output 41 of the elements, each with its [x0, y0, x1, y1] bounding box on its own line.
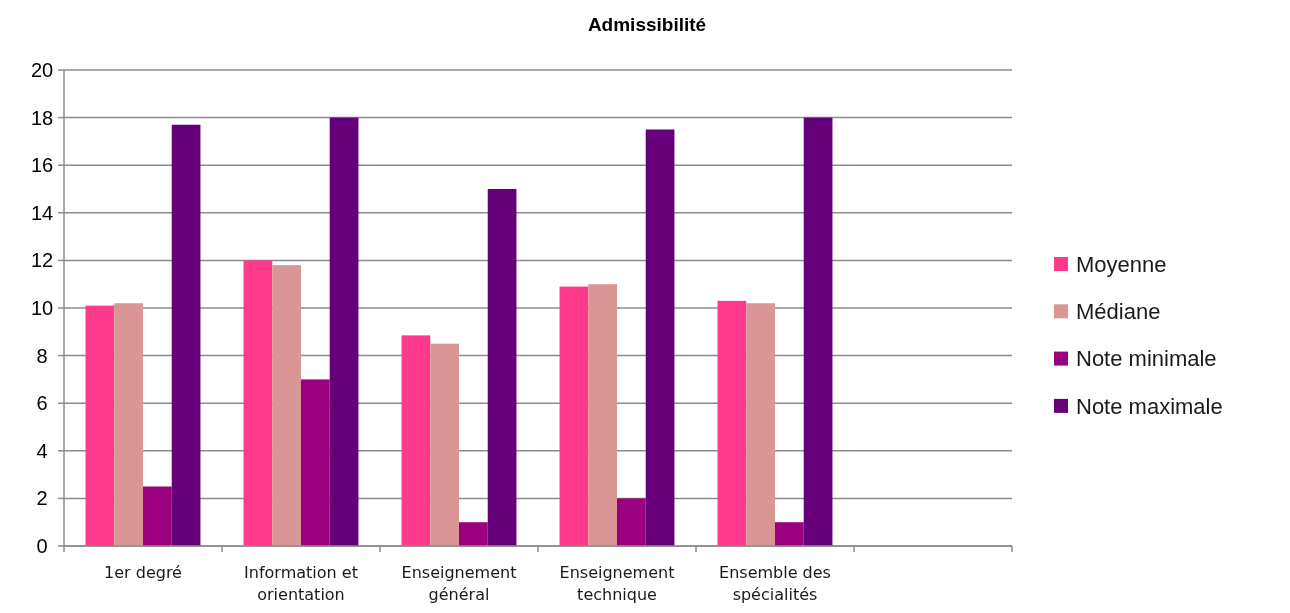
bar — [430, 343, 459, 546]
bar — [588, 284, 617, 546]
y-tick-label: 12 — [30, 249, 54, 272]
chart-title: Admissibilité — [587, 14, 707, 35]
bar — [114, 303, 143, 546]
y-tick-label: 18 — [30, 106, 54, 129]
bar — [401, 335, 431, 546]
y-tick-label: 8 — [36, 344, 48, 367]
y-tick-label: 14 — [30, 201, 54, 224]
bar — [243, 260, 273, 546]
bar — [559, 286, 589, 546]
y-tick-label: 20 — [30, 59, 54, 81]
bar — [85, 305, 115, 546]
x-tick-label: Enseignement technique — [559, 563, 675, 604]
x-tick-label: Enseignement général — [401, 563, 517, 604]
y-tick-label: 2 — [36, 487, 48, 510]
legend-label: Note maximale — [1076, 393, 1223, 419]
bar — [645, 129, 675, 546]
y-tick-label: 16 — [30, 154, 54, 177]
bar — [775, 522, 804, 546]
bar — [717, 300, 747, 546]
legend-label: Médiane — [1076, 299, 1161, 324]
bar — [301, 379, 330, 546]
bar — [746, 303, 775, 546]
y-tick-label: 4 — [36, 439, 48, 462]
bar — [487, 189, 517, 546]
y-tick-label: 10 — [30, 297, 54, 319]
y-tick-label: 0 — [36, 535, 48, 557]
bar — [143, 486, 172, 546]
legend-label: Note minimale — [1076, 346, 1217, 372]
x-tick-label: Information et orientation — [244, 563, 358, 604]
legend-label: Moyenne — [1076, 251, 1167, 277]
y-tick-label: 6 — [36, 392, 48, 415]
bar — [272, 265, 301, 546]
bar — [803, 117, 833, 546]
bar — [617, 498, 646, 546]
bar — [171, 124, 201, 546]
x-tick-label: 1er degré — [104, 563, 182, 582]
bar — [459, 522, 488, 546]
x-tick-label: Ensemble des spécialités — [719, 563, 831, 604]
bar — [329, 117, 359, 546]
